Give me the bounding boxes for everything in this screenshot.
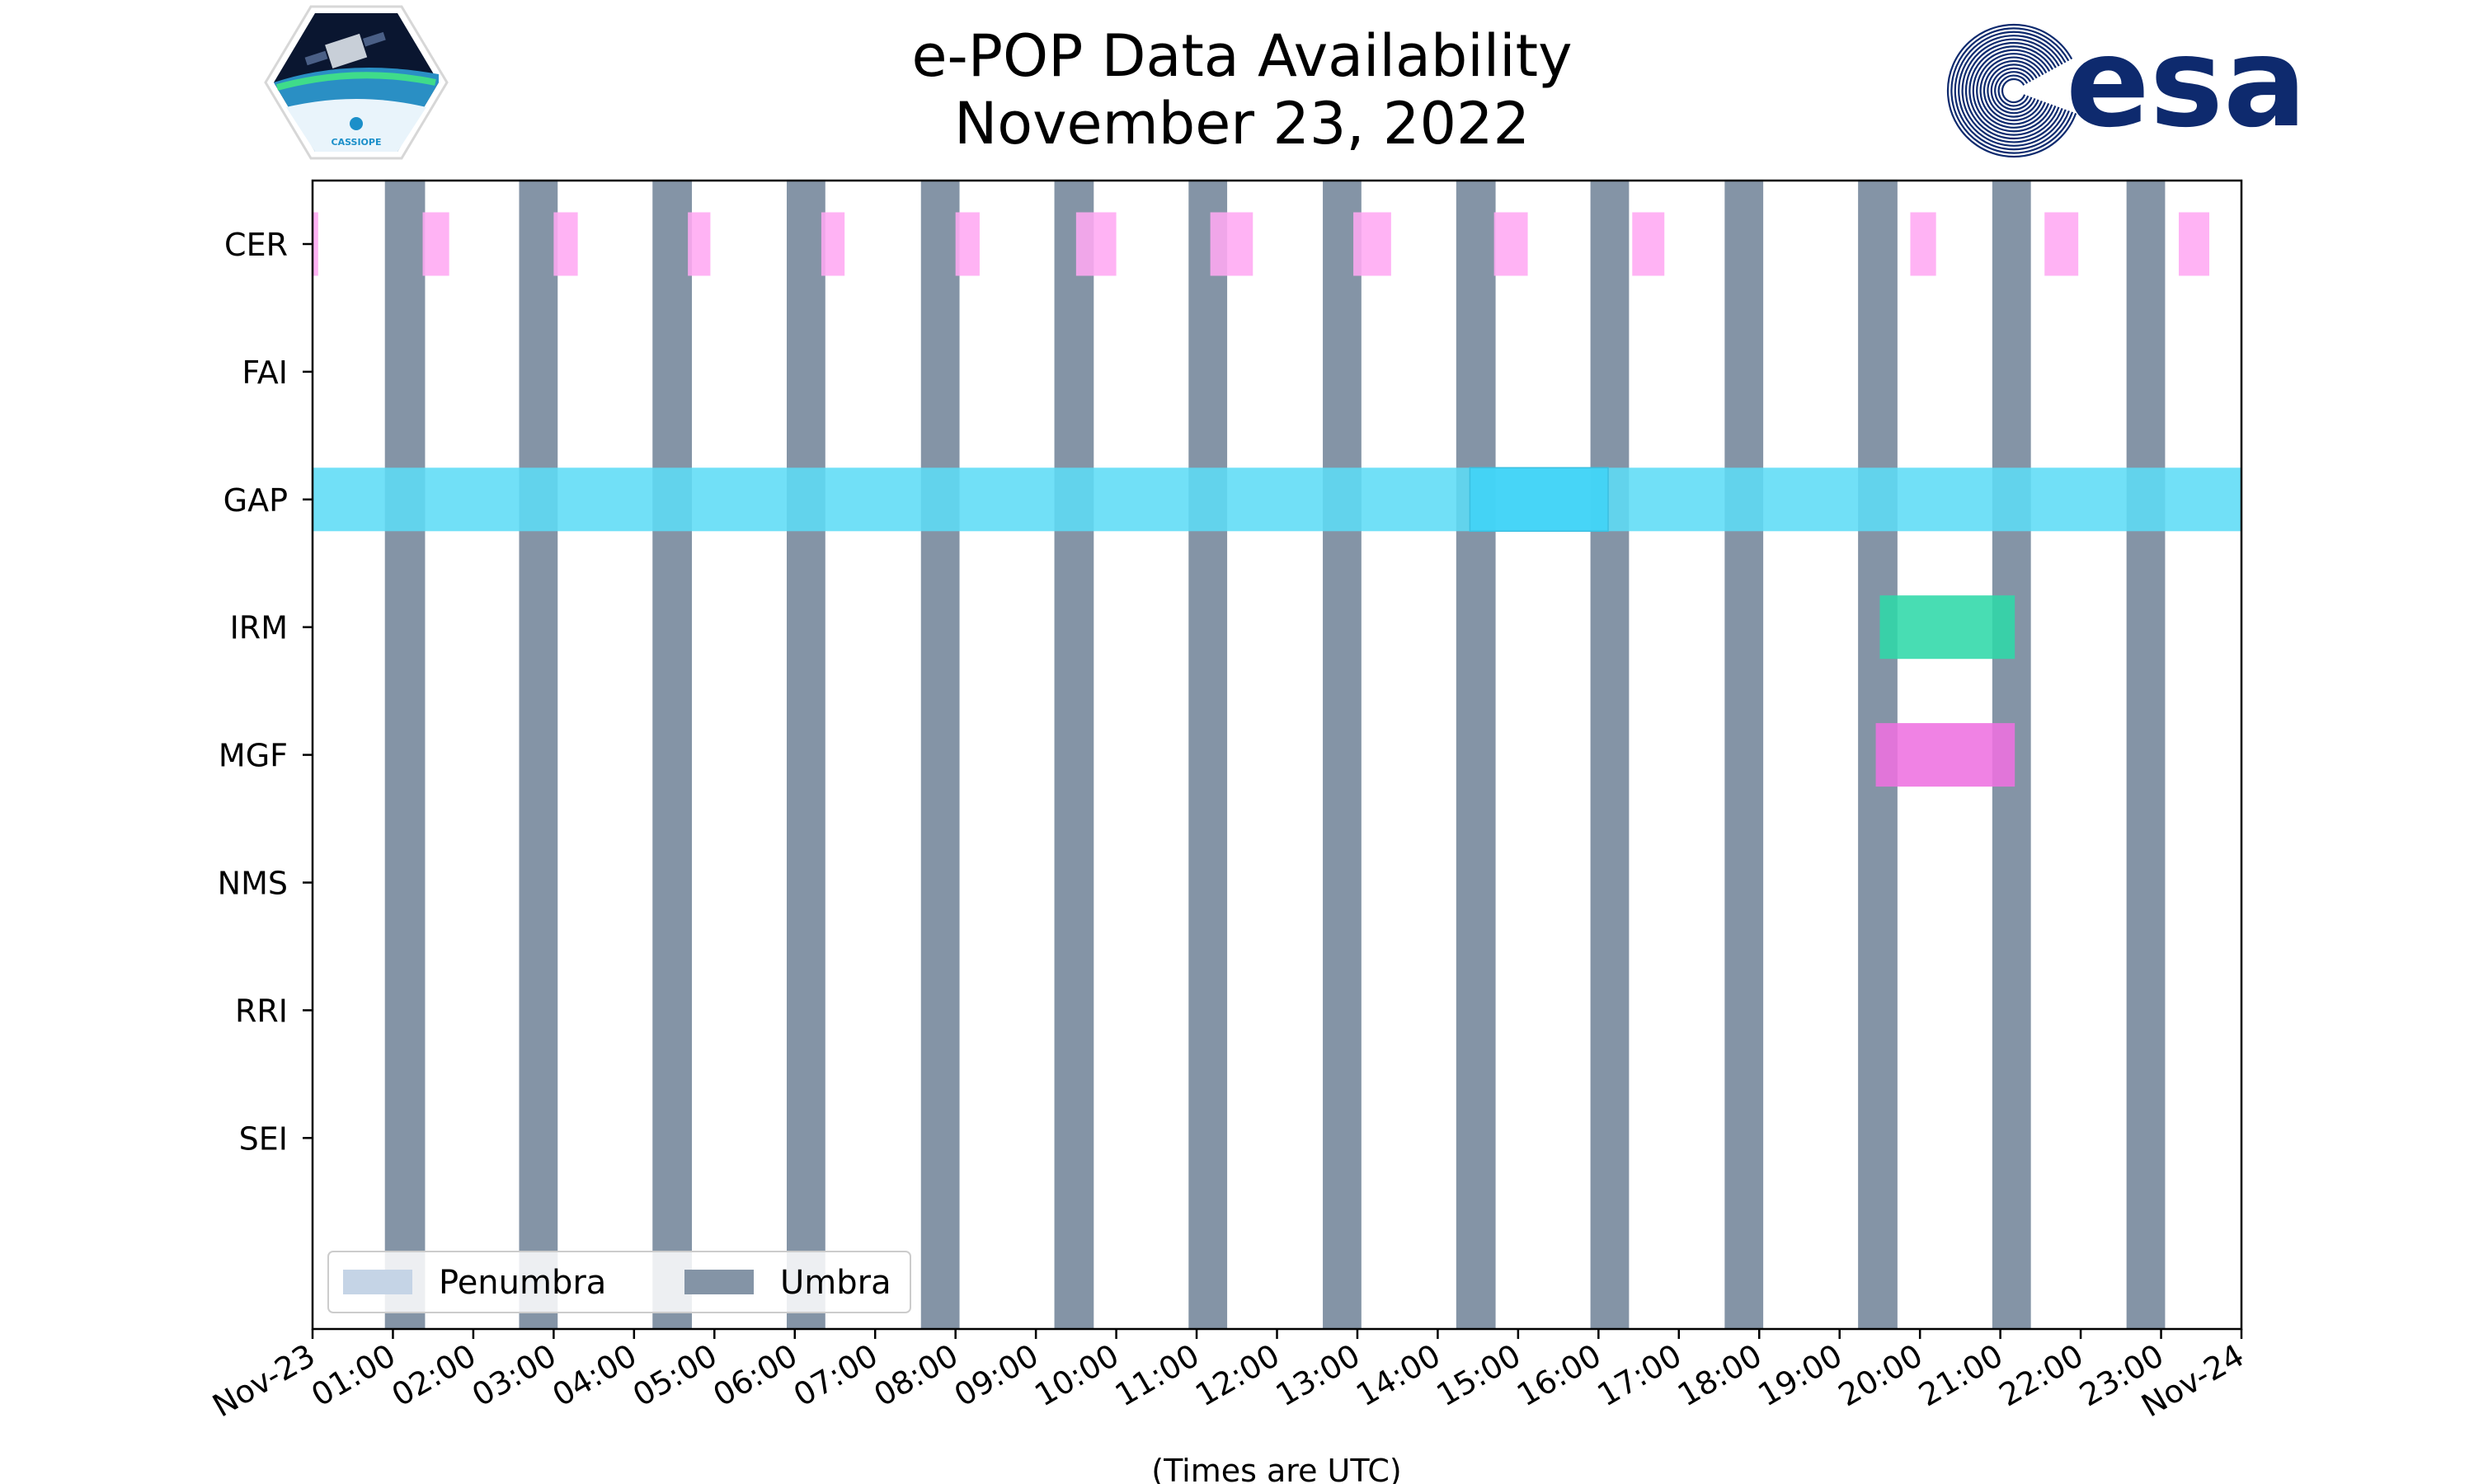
x-tick-label-7: 07:00 <box>788 1337 884 1414</box>
cassiope-logo: CASSIOPE <box>264 5 449 160</box>
esa-swirl-line <box>1972 49 2053 133</box>
esa-swirl-line <box>1994 71 2033 110</box>
x-tick-label-9: 09:00 <box>948 1337 1045 1414</box>
cer-bar-1 <box>422 212 449 276</box>
x-tick-label-22: 22:00 <box>1993 1337 2090 1414</box>
x-tick-label-2: 02:00 <box>386 1337 482 1414</box>
legend-swatch-penumbra <box>343 1270 412 1294</box>
esa-swirl-line <box>2001 77 2026 104</box>
x-tick-label-19: 19:00 <box>1752 1337 1848 1414</box>
x-tick-label-0: Nov-23 <box>206 1337 321 1425</box>
y-tick-label-cer: CER <box>224 227 288 263</box>
umbra-band-2 <box>652 181 693 1329</box>
esa-swirl-line <box>1958 35 2067 147</box>
gap-overlap-bar-0 <box>1469 467 1609 533</box>
esa-logo: esa <box>1946 12 2307 158</box>
cassiope-logo-text: CASSIOPE <box>332 137 382 148</box>
esa-logo-text: esa <box>2066 12 2307 155</box>
x-tick-label-16: 16:00 <box>1511 1337 1607 1414</box>
x-axis: Nov-2301:0002:0003:0004:0005:0006:0007:0… <box>206 1329 2251 1425</box>
esa-swirl-line <box>1976 53 2050 129</box>
instrument-bars <box>313 212 2241 787</box>
x-tick-label-20: 20:00 <box>1832 1337 1929 1414</box>
x-tick-label-10: 10:00 <box>1028 1337 1125 1414</box>
chart-title-line1: e-POP Data Availability <box>911 22 1572 90</box>
cer-bar-8 <box>1353 212 1391 276</box>
y-tick-label-gap: GAP <box>223 482 288 519</box>
umbra-band-8 <box>1456 181 1496 1329</box>
cer-bar-9 <box>1493 212 1528 276</box>
cer-bar-5 <box>955 212 980 276</box>
esa-swirl-line <box>1987 63 2039 118</box>
umbra-band-6 <box>1188 181 1228 1329</box>
x-tick-label-3: 03:00 <box>466 1337 562 1414</box>
umbra-band-7 <box>1323 181 1362 1329</box>
esa-swirl-line <box>1979 56 2046 125</box>
x-tick-label-8: 08:00 <box>868 1337 964 1414</box>
x-tick-label-15: 15:00 <box>1431 1337 1527 1414</box>
irm-bar-0 <box>1879 595 2015 660</box>
cer-bar-4 <box>821 212 845 276</box>
esa-swirl-line <box>1968 45 2057 136</box>
cer-bar-6 <box>1075 212 1117 276</box>
y-tick-label-nms: NMS <box>218 866 288 902</box>
gap-bar-0 <box>313 467 2241 532</box>
y-tick-label-sei: SEI <box>239 1120 288 1157</box>
esa-swirl-line <box>1946 23 2077 158</box>
x-tick-label-13: 13:00 <box>1270 1337 1366 1414</box>
umbra-band-13 <box>2126 181 2166 1329</box>
umbra-bands <box>384 181 2166 1329</box>
y-axis: CER FAI GAP IRM MGF NMS RRI SEI <box>218 227 313 1157</box>
x-tick-label-5: 05:00 <box>627 1337 723 1414</box>
cer-bar-10 <box>1632 212 1665 276</box>
cer-bar-13 <box>2178 212 2210 276</box>
esa-swirl-line <box>1964 41 2060 140</box>
x-tick-label-12: 12:00 <box>1189 1337 1286 1414</box>
cer-bar-11 <box>1910 212 1936 276</box>
plot-area: CER FAI GAP IRM MGF NMS RRI SEI Nov-2301:0002:0… <box>206 179 2251 1484</box>
legend-label-umbra: Umbra <box>780 1264 891 1302</box>
cer-bar-3 <box>688 212 711 276</box>
esa-swirl-line <box>1961 38 2063 143</box>
chart-title-line2: November 23, 2022 <box>954 90 1530 157</box>
umbra-band-3 <box>787 181 825 1329</box>
x-tick-label-11: 11:00 <box>1109 1337 1206 1414</box>
x-axis-label: (Times are UTC) <box>1151 1453 1401 1484</box>
x-tick-label-6: 06:00 <box>707 1337 803 1414</box>
legend-swatch-umbra <box>684 1270 754 1294</box>
umbra-band-5 <box>1054 181 1094 1329</box>
y-tick-label-irm: IRM <box>230 610 288 646</box>
y-tick-label-mgf: MGF <box>219 738 288 774</box>
umbra-band-1 <box>519 181 558 1329</box>
cer-bar-2 <box>553 212 578 276</box>
y-tick-label-rri: RRI <box>235 993 288 1029</box>
esa-swirl-line <box>1990 67 2036 115</box>
umbra-band-4 <box>920 181 960 1329</box>
esa-swirl-line <box>1954 31 2070 151</box>
esa-swirl-line <box>1950 27 2074 154</box>
x-tick-label-17: 17:00 <box>1591 1337 1687 1414</box>
umbra-band-0 <box>384 181 426 1329</box>
legend-box <box>327 1251 911 1313</box>
umbra-band-10 <box>1724 181 1764 1329</box>
cer-bar-12 <box>2044 212 2079 276</box>
esa-swirl-line <box>1982 59 2043 122</box>
legend: Penumbra Umbra <box>327 1251 911 1313</box>
x-tick-label-4: 04:00 <box>546 1337 642 1414</box>
y-tick-label-fai: FAI <box>242 355 288 391</box>
esa-swirl-line <box>1997 74 2030 107</box>
mgf-bar-0 <box>1875 723 2015 787</box>
x-tick-label-1: 01:00 <box>305 1337 402 1414</box>
umbra-band-9 <box>1590 181 1630 1329</box>
legend-label-penumbra: Penumbra <box>439 1264 606 1302</box>
cer-bar-7 <box>1210 212 1253 276</box>
cer-bar-0 <box>313 212 318 276</box>
x-tick-label-21: 21:00 <box>1912 1337 2009 1414</box>
x-tick-label-18: 18:00 <box>1672 1337 1768 1414</box>
x-tick-label-14: 14:00 <box>1350 1337 1446 1414</box>
